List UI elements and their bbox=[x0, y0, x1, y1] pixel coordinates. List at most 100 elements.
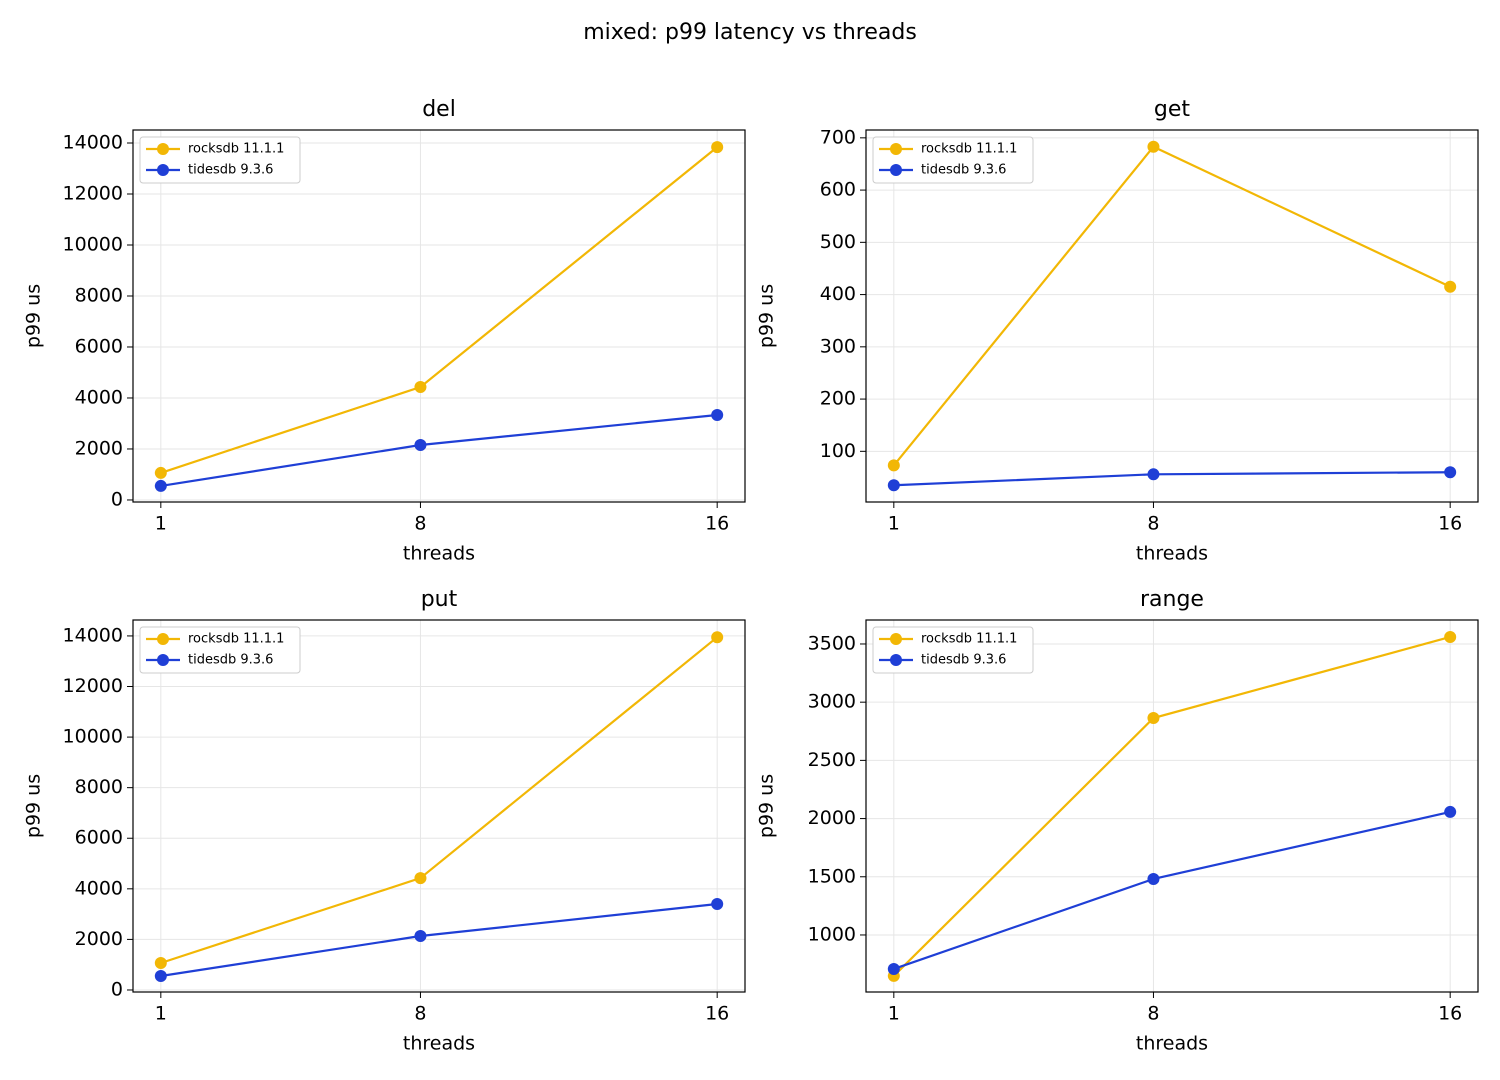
y-tick-label: 0 bbox=[111, 488, 123, 510]
y-tick-label: 600 bbox=[820, 179, 856, 201]
x-tick-label: 1 bbox=[155, 1003, 167, 1025]
point bbox=[1147, 140, 1160, 153]
x-tick-label: 16 bbox=[705, 513, 729, 535]
point bbox=[1147, 872, 1160, 885]
x-tick-label: 8 bbox=[414, 1003, 426, 1025]
y-tick-label: 8000 bbox=[75, 284, 123, 306]
y-tick-label: 200 bbox=[820, 388, 856, 410]
legend-label: rocksdb 11.1.1 bbox=[921, 142, 1017, 157]
subplot-title: put bbox=[421, 587, 458, 612]
x-tick-label: 8 bbox=[1147, 1003, 1159, 1025]
point bbox=[414, 930, 427, 943]
y-tick-label: 10000 bbox=[63, 233, 123, 255]
y-tick-label: 4000 bbox=[75, 877, 123, 899]
point bbox=[711, 897, 724, 910]
legend-marker bbox=[157, 164, 169, 176]
point bbox=[711, 408, 724, 421]
point bbox=[154, 466, 167, 479]
y-tick-label: 100 bbox=[820, 440, 856, 462]
y-tick-label: 14000 bbox=[63, 132, 123, 154]
y-tick-label: 6000 bbox=[75, 827, 123, 849]
legend-marker bbox=[157, 633, 169, 645]
axes-frame bbox=[865, 129, 1479, 503]
y-tick-label: 2500 bbox=[808, 749, 856, 771]
y-tick-label: 12000 bbox=[63, 675, 123, 697]
subplot: 1000 1500 2000 2500 3000 3500 1 8 16 range threads… bbox=[756, 587, 1479, 1055]
point bbox=[711, 141, 724, 154]
legend-label: tidesdb 9.3.6 bbox=[921, 653, 1006, 668]
figure-title: mixed: p99 latency vs threads bbox=[583, 20, 917, 45]
point bbox=[887, 479, 900, 492]
x-tick-label: 1 bbox=[155, 513, 167, 535]
x-axis-label: threads bbox=[1136, 1033, 1208, 1055]
y-tick-label: 0 bbox=[111, 978, 123, 1000]
y-axis-label: p99 us bbox=[756, 774, 778, 838]
subplot: 0 2000 4000 6000 8000 10000 12000 14000 1 8 16 del t… bbox=[23, 97, 746, 565]
subplot-title: del bbox=[422, 97, 456, 122]
subplot: 0 2000 4000 6000 8000 10000 12000 14000 1 8 16 put t… bbox=[23, 587, 746, 1055]
x-tick-label: 1 bbox=[888, 513, 900, 535]
y-tick-label: 1500 bbox=[808, 865, 856, 887]
y-tick-label: 2000 bbox=[75, 928, 123, 950]
y-axis-label: p99 us bbox=[756, 284, 778, 348]
legend-label: tidesdb 9.3.6 bbox=[188, 163, 273, 178]
y-tick-label: 500 bbox=[820, 231, 856, 253]
point bbox=[154, 969, 167, 982]
y-tick-label: 1000 bbox=[808, 923, 856, 945]
x-tick-label: 1 bbox=[888, 1003, 900, 1025]
legend-marker bbox=[157, 143, 169, 155]
y-axis-label: p99 us bbox=[23, 774, 45, 838]
point bbox=[1444, 280, 1457, 293]
x-axis-label: threads bbox=[1136, 543, 1208, 565]
legend-marker bbox=[890, 143, 902, 155]
subplot-title: range bbox=[1140, 587, 1204, 612]
y-tick-label: 300 bbox=[820, 335, 856, 357]
point bbox=[154, 479, 167, 492]
legend-marker bbox=[890, 654, 902, 666]
y-tick-label: 8000 bbox=[75, 776, 123, 798]
y-tick-label: 700 bbox=[820, 126, 856, 148]
y-tick-label: 3500 bbox=[808, 632, 856, 654]
axes-frame bbox=[865, 619, 1479, 993]
x-tick-label: 16 bbox=[1438, 1003, 1462, 1025]
point bbox=[414, 872, 427, 885]
point bbox=[1147, 468, 1160, 481]
x-tick-label: 8 bbox=[1147, 513, 1159, 535]
y-axis-label: p99 us bbox=[23, 284, 45, 348]
y-tick-label: 2000 bbox=[75, 437, 123, 459]
y-tick-label: 3000 bbox=[808, 691, 856, 713]
y-tick-label: 6000 bbox=[75, 335, 123, 357]
x-tick-label: 16 bbox=[705, 1003, 729, 1025]
point bbox=[711, 631, 724, 644]
legend-marker bbox=[157, 654, 169, 666]
legend-marker bbox=[890, 164, 902, 176]
point bbox=[1444, 805, 1457, 818]
y-tick-label: 14000 bbox=[63, 624, 123, 646]
x-tick-label: 8 bbox=[414, 513, 426, 535]
x-axis-label: threads bbox=[403, 1033, 475, 1055]
x-axis-label: threads bbox=[403, 543, 475, 565]
y-tick-label: 400 bbox=[820, 283, 856, 305]
y-tick-label: 12000 bbox=[63, 182, 123, 204]
subplot: 100 200 300 400 500 600 700 1 8 16 get threads p99 u… bbox=[756, 97, 1479, 565]
legend-label: rocksdb 11.1.1 bbox=[188, 142, 284, 157]
legend-marker bbox=[890, 633, 902, 645]
subplot-title: get bbox=[1154, 97, 1191, 122]
point bbox=[154, 956, 167, 969]
point bbox=[414, 381, 427, 394]
point bbox=[414, 438, 427, 451]
point bbox=[887, 459, 900, 472]
legend-label: tidesdb 9.3.6 bbox=[188, 653, 273, 668]
point bbox=[1147, 712, 1160, 725]
y-tick-label: 2000 bbox=[808, 807, 856, 829]
point bbox=[1444, 630, 1457, 643]
x-tick-label: 16 bbox=[1438, 513, 1462, 535]
axes-frame bbox=[132, 129, 746, 503]
legend-label: rocksdb 11.1.1 bbox=[188, 632, 284, 647]
point bbox=[887, 962, 900, 975]
point bbox=[1444, 466, 1457, 479]
axes-frame bbox=[132, 619, 746, 993]
y-tick-label: 4000 bbox=[75, 386, 123, 408]
y-tick-label: 10000 bbox=[63, 726, 123, 748]
